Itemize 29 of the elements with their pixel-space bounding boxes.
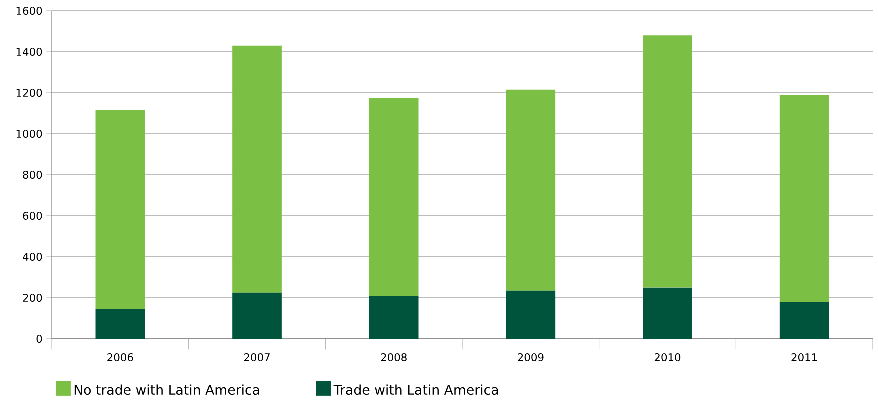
bar: [232, 292, 282, 339]
bar: [643, 36, 692, 288]
y-tick-label: 600: [23, 212, 42, 220]
bar: [643, 288, 692, 339]
x-tick-label: 2011: [792, 353, 818, 362]
y-tick-label: 200: [23, 294, 42, 302]
y-tick-label: 0: [36, 334, 42, 344]
bar: [369, 98, 419, 296]
y-tick-label: 1400: [16, 48, 42, 56]
legend-label: No trade with Latin America: [74, 384, 260, 396]
bar: [506, 90, 556, 291]
y-tick-label: 1000: [16, 130, 42, 138]
bar: [369, 296, 419, 339]
legend-label: Trade with Latin America: [334, 384, 498, 396]
bar: [780, 302, 830, 339]
x-tick-label: 2006: [108, 353, 134, 362]
y-tick-label: 1200: [16, 88, 42, 98]
x-tick-label: 2009: [518, 353, 544, 362]
x-tick-label: 2010: [654, 353, 681, 362]
bar: [232, 46, 282, 293]
bar: [96, 309, 146, 339]
bar: [96, 110, 146, 310]
x-tick-label: 2007: [244, 353, 270, 362]
x-tick-label: 2008: [381, 353, 407, 362]
y-tick-label: 1600: [16, 6, 42, 16]
bar: [506, 290, 556, 339]
bar: [780, 95, 830, 302]
y-tick-label: 800: [23, 170, 42, 180]
y-tick-label: 400: [23, 252, 42, 262]
